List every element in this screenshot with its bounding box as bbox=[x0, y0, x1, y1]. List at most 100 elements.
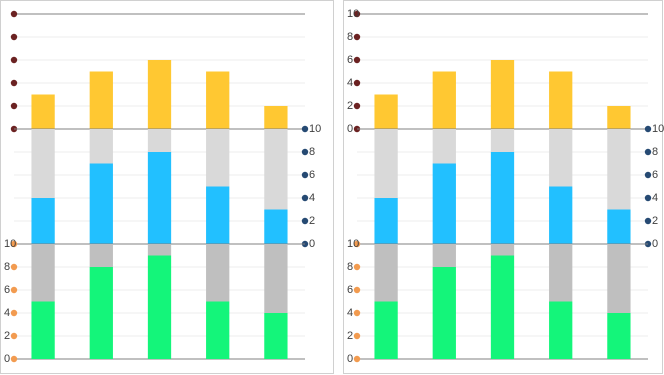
bar-segment bbox=[264, 244, 288, 313]
bar-segment bbox=[89, 163, 113, 244]
tick-dot bbox=[644, 217, 652, 225]
y-tick-label: 6 bbox=[309, 169, 315, 181]
tick-dot bbox=[10, 102, 18, 110]
y-tick-label: 8 bbox=[347, 261, 353, 273]
tick-dot bbox=[353, 309, 361, 317]
tick-dot bbox=[301, 194, 309, 202]
bar-segment bbox=[206, 301, 230, 359]
y-tick-label: 4 bbox=[347, 77, 353, 89]
bar-segment bbox=[607, 106, 631, 129]
bar-segment bbox=[490, 255, 515, 359]
bar-segment bbox=[147, 129, 172, 152]
bar-segment bbox=[374, 244, 398, 302]
y-tick-label: 4 bbox=[4, 307, 10, 319]
bar-segment bbox=[549, 301, 573, 359]
bar-segment bbox=[206, 71, 230, 129]
y-tick-label: 0 bbox=[347, 353, 353, 365]
bar-segment bbox=[89, 71, 113, 129]
y-tick-label: 10 bbox=[652, 123, 664, 135]
tick-dot bbox=[10, 263, 18, 271]
bar-segment bbox=[89, 244, 113, 267]
y-tick-label: 0 bbox=[652, 238, 658, 250]
tick-dot bbox=[353, 332, 361, 340]
tick-dot bbox=[644, 194, 652, 202]
bar-segment bbox=[31, 94, 55, 129]
y-tick-label: 4 bbox=[347, 307, 353, 319]
bar-segment bbox=[607, 244, 631, 313]
tick-dot bbox=[10, 240, 18, 248]
bar-segment bbox=[374, 129, 398, 198]
tick-dot bbox=[644, 148, 652, 156]
bar-segment bbox=[147, 244, 172, 256]
bar-segment bbox=[31, 198, 55, 244]
y-tick-label: 8 bbox=[4, 261, 10, 273]
tick-dot bbox=[353, 79, 361, 87]
tick-dot bbox=[10, 33, 18, 41]
tick-dot bbox=[644, 125, 652, 133]
bar-segment bbox=[549, 186, 573, 244]
bar-segment bbox=[31, 301, 55, 359]
bar-segment bbox=[549, 71, 573, 129]
y-tick-label: 10 bbox=[309, 123, 321, 135]
bar-segment bbox=[432, 163, 456, 244]
bar-segment bbox=[374, 301, 398, 359]
y-tick-label: 2 bbox=[347, 330, 353, 342]
y-tick-label: 8 bbox=[309, 146, 315, 158]
tick-dot bbox=[301, 125, 309, 133]
tick-dot bbox=[353, 355, 361, 363]
tick-dot bbox=[10, 79, 18, 87]
y-tick-label: 2 bbox=[652, 215, 658, 227]
tick-dot bbox=[353, 102, 361, 110]
bar-segment bbox=[607, 129, 631, 210]
y-tick-label: 10 bbox=[347, 238, 359, 250]
tick-dot bbox=[10, 332, 18, 340]
tick-dot bbox=[353, 10, 361, 18]
bar-segment bbox=[490, 60, 515, 129]
bar-segment bbox=[432, 129, 456, 164]
tick-dot bbox=[10, 56, 18, 64]
bar-segment bbox=[147, 152, 172, 244]
bar-segment bbox=[264, 129, 288, 210]
bar-segment bbox=[264, 209, 288, 244]
y-tick-label: 2 bbox=[309, 215, 315, 227]
y-tick-label: 8 bbox=[347, 31, 353, 43]
tick-dot bbox=[353, 240, 361, 248]
bar-segment bbox=[147, 255, 172, 359]
y-tick-label: 6 bbox=[347, 284, 353, 296]
bar-segment bbox=[206, 186, 230, 244]
bar-segment bbox=[490, 129, 515, 152]
y-tick-label: 0 bbox=[347, 123, 353, 135]
tick-dot bbox=[644, 171, 652, 179]
bar-segment bbox=[549, 244, 573, 302]
bar-segment bbox=[206, 244, 230, 302]
tick-dot bbox=[301, 217, 309, 225]
tick-dot bbox=[301, 171, 309, 179]
tick-dot bbox=[353, 286, 361, 294]
y-tick-label: 8 bbox=[652, 146, 658, 158]
tick-dot bbox=[10, 355, 18, 363]
tick-dot bbox=[353, 263, 361, 271]
tick-dot bbox=[353, 33, 361, 41]
bar-segment bbox=[432, 71, 456, 129]
y-tick-label: 10 bbox=[4, 238, 16, 250]
y-tick-label: 6 bbox=[652, 169, 658, 181]
bar-segment bbox=[147, 60, 172, 129]
bar-segment bbox=[549, 129, 573, 187]
tick-dot bbox=[10, 309, 18, 317]
bar-segment bbox=[89, 129, 113, 164]
bar-segment bbox=[607, 209, 631, 244]
bar-segment bbox=[264, 106, 288, 129]
y-tick-label: 4 bbox=[652, 192, 658, 204]
y-tick-label: 10 bbox=[347, 8, 359, 20]
bar-segment bbox=[490, 152, 515, 244]
bar-segment bbox=[206, 129, 230, 187]
bar-segment bbox=[432, 244, 456, 267]
tick-dot bbox=[10, 286, 18, 294]
bar-segment bbox=[89, 267, 113, 359]
y-tick-label: 2 bbox=[347, 100, 353, 112]
tick-dot bbox=[301, 148, 309, 156]
bar-segment bbox=[31, 129, 55, 198]
y-tick-label: 4 bbox=[309, 192, 315, 204]
